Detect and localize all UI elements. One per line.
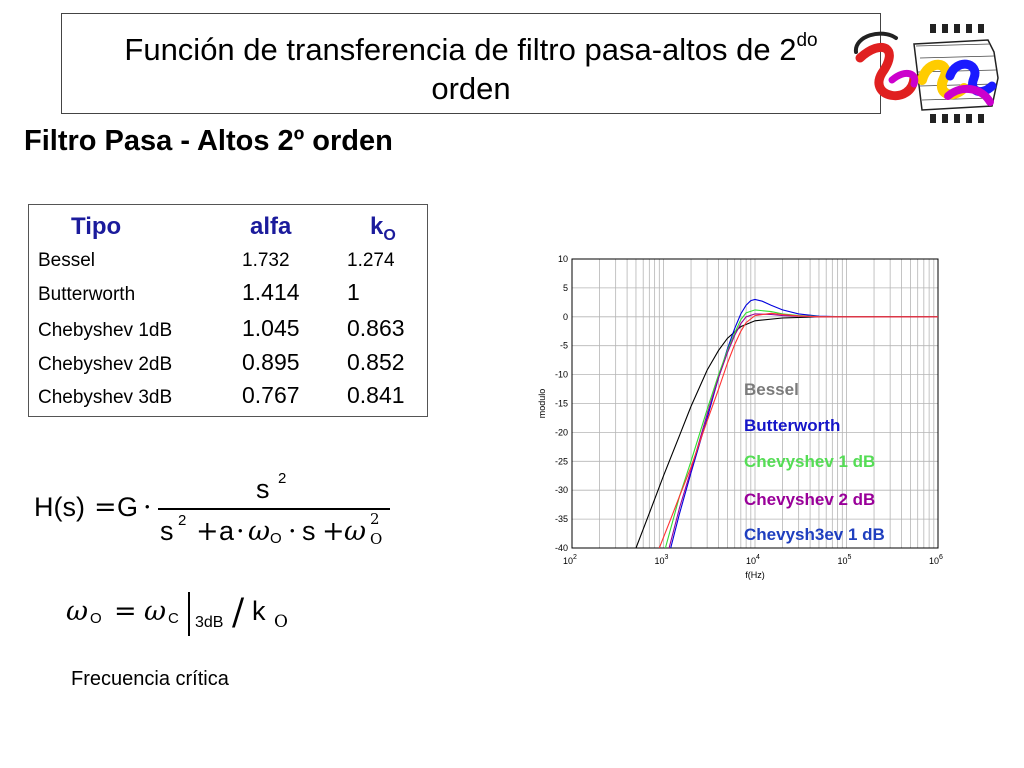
title-line-2: orden [431, 71, 511, 106]
denominator-omega-subscript: O [270, 530, 282, 547]
y-tick-label: 0 [563, 312, 568, 322]
section-heading: Filtro Pasa - Altos 2º orden [24, 125, 393, 157]
column-header-alfa: alfa [250, 213, 292, 240]
title-superscript: do [796, 30, 818, 51]
y-tick-label: -20 [555, 427, 568, 437]
omega-o: ω [66, 596, 89, 627]
y-tick-label: 5 [563, 283, 568, 293]
omega-c: ω [144, 596, 167, 627]
formula2-k: k [252, 596, 266, 626]
cell-tipo: Butterworth [38, 284, 136, 305]
denominator-omega-2-exponent: 2 [370, 510, 380, 528]
omega-c-subscript: C [168, 610, 179, 627]
series-line-chevysh3ev-1-db [658, 312, 938, 548]
formula2-slash: / [232, 592, 245, 633]
legend-item: Chevyshev 1 dB [744, 452, 876, 471]
y-tick-label: -15 [555, 399, 568, 409]
column-header-k: kO [370, 213, 396, 245]
omega-o-subscript: O [90, 610, 102, 627]
cell-k: 0.852 [347, 349, 405, 375]
legend-item: Chevyshev 2 dB [744, 490, 876, 509]
filter-parameters-table: Tipo alfa kO Bessel 1.732 1.274 Butterwo… [28, 204, 428, 417]
denominator-omega: ω [248, 516, 271, 547]
legend-item: Chevysh3ev 1 dB [744, 525, 885, 544]
cell-k: 1.274 [347, 250, 395, 271]
cell-tipo: Bessel [38, 250, 96, 271]
denominator-s-exponent: 2 [178, 512, 187, 529]
formula-equals: = [94, 492, 117, 523]
x-tick-label: 102 [563, 554, 577, 566]
k-header-subscript: O [383, 226, 396, 244]
formula2-k-subscript: O [274, 612, 288, 632]
denominator-omega-2: ω [344, 516, 367, 547]
y-axis-label: modulo [537, 389, 547, 419]
critical-frequency-caption: Frecuencia crítica [71, 668, 229, 690]
formula-lhs: H(s) [34, 492, 85, 522]
cell-k: 1 [347, 279, 360, 305]
x-tick-label: 106 [929, 554, 943, 566]
y-tick-label: 10 [558, 254, 568, 264]
y-tick-label: -30 [555, 485, 568, 495]
fraction-bar [158, 508, 390, 510]
y-tick-label: -5 [560, 341, 568, 351]
x-axis-label: f(Hz) [745, 570, 765, 580]
k-header-base: k [370, 213, 384, 240]
cell-alfa: 0.895 [242, 349, 300, 375]
column-header-tipo: Tipo [71, 213, 122, 240]
cell-k: 0.841 [347, 382, 405, 408]
cell-tipo: Chebyshev 1dB [38, 320, 173, 341]
dee-logo-icon [854, 24, 999, 123]
cell-alfa: 0.767 [242, 382, 300, 408]
x-tick-label: 105 [838, 554, 852, 566]
evaluation-bar [188, 592, 190, 636]
denominator-plus-1: + [196, 516, 219, 547]
evaluation-subscript: 3dB [195, 614, 224, 631]
legend-item: Bessel [744, 380, 799, 399]
y-tick-label: -40 [555, 543, 568, 553]
y-tick-label: -35 [555, 514, 568, 524]
title-main: Función de transferencia de filtro pasa-… [124, 32, 797, 67]
numerator-s: s [256, 474, 270, 504]
denominator-dot-2: · [288, 516, 297, 547]
title-line-1: Función de transferencia de filtro pasa-… [62, 30, 880, 69]
denominator-s-2: s [302, 516, 316, 546]
formula-gain: G [117, 492, 139, 522]
cell-k: 0.863 [347, 315, 405, 341]
formula2-equals: = [114, 596, 137, 627]
denominator-omega-2-subscript: O [370, 530, 383, 548]
y-tick-label: -10 [555, 370, 568, 380]
cell-alfa: 1.414 [242, 279, 300, 305]
x-tick-label: 104 [746, 554, 760, 566]
legend-item: Butterworth [744, 416, 841, 435]
x-tick-label: 103 [655, 554, 669, 566]
formula-dot: · [143, 492, 152, 523]
cell-tipo: Chebyshev 3dB [38, 387, 173, 408]
denominator-a: a [219, 516, 235, 546]
slide-title: Función de transferencia de filtro pasa-… [61, 13, 881, 114]
cell-tipo: Chebyshev 2dB [38, 354, 173, 375]
denominator-s: s [160, 516, 174, 546]
denominator-plus-2: + [322, 516, 345, 547]
cell-alfa: 1.732 [242, 250, 290, 271]
plot-frame [571, 258, 939, 549]
denominator-dot-1: · [236, 516, 245, 547]
y-tick-label: -25 [555, 456, 568, 466]
numerator-exponent: 2 [278, 470, 287, 487]
cell-alfa: 1.045 [242, 315, 300, 341]
